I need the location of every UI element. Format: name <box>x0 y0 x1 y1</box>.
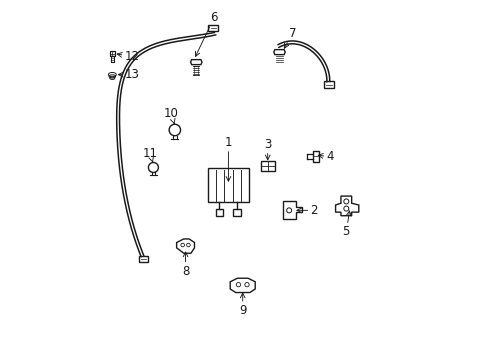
Text: 1: 1 <box>224 136 232 181</box>
Text: 6: 6 <box>195 11 218 57</box>
Text: 7: 7 <box>284 27 296 48</box>
Text: 13: 13 <box>118 68 139 81</box>
Text: 10: 10 <box>163 107 178 123</box>
Text: 5: 5 <box>342 211 350 238</box>
Text: 11: 11 <box>142 147 157 162</box>
Text: 4: 4 <box>318 150 333 163</box>
Text: 9: 9 <box>239 293 246 317</box>
Text: 12: 12 <box>117 50 139 63</box>
Text: 3: 3 <box>264 138 271 160</box>
Text: 8: 8 <box>182 252 189 278</box>
Text: 2: 2 <box>296 204 317 217</box>
